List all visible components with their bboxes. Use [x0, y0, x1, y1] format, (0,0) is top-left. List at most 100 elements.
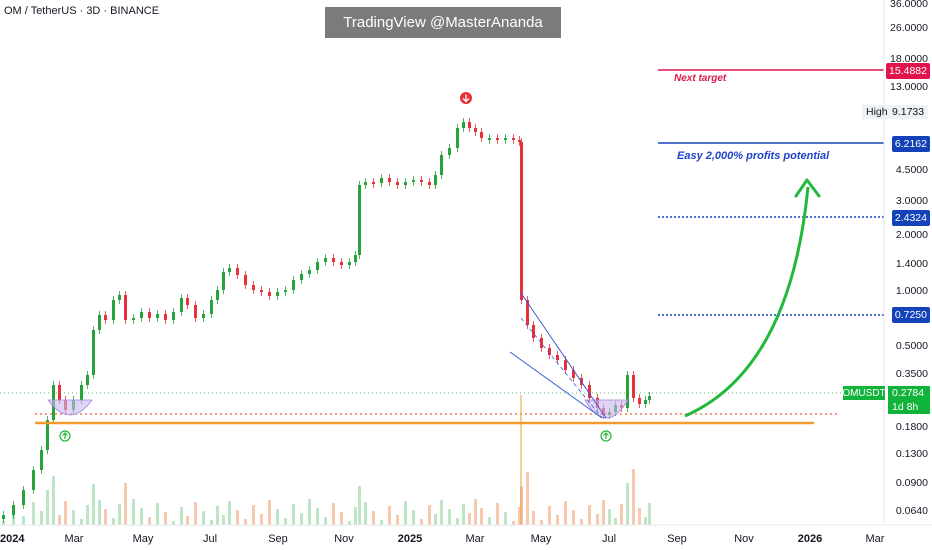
candle-body — [572, 370, 575, 378]
volume-bar — [428, 505, 431, 525]
price-tick: 36.0000 — [890, 0, 928, 10]
projection-arrow[interactable] — [684, 186, 810, 418]
candle-body — [58, 385, 61, 400]
volume-bar — [244, 519, 247, 525]
volume-bar — [124, 483, 127, 525]
volume-bar — [556, 515, 559, 525]
volume-bar — [332, 503, 335, 525]
volume-bar — [348, 521, 351, 525]
volume-bar — [316, 508, 319, 525]
candle-body — [540, 338, 543, 348]
candle-body — [638, 398, 641, 404]
candle-body — [228, 268, 231, 272]
candle-body — [404, 182, 407, 185]
candle-body — [260, 290, 263, 292]
candle-body — [648, 396, 651, 400]
watermark: TradingView @MasterAnanda — [325, 7, 561, 38]
volume-bar — [98, 500, 101, 525]
volume-bar — [112, 518, 115, 525]
volume-bar — [140, 508, 143, 525]
candle-body — [268, 292, 271, 296]
candle-body — [504, 138, 507, 140]
volume-bar — [180, 507, 183, 525]
candle-body — [284, 290, 287, 292]
price-tick: 0.3500 — [895, 368, 928, 380]
candle-body — [236, 268, 239, 275]
price-tick: 0.0900 — [895, 477, 928, 489]
candle-body — [140, 312, 143, 318]
volume-bar — [222, 515, 225, 525]
candle-body — [12, 505, 15, 515]
volume-bar — [644, 517, 647, 525]
candle-body — [172, 312, 175, 320]
candle-body — [456, 128, 459, 148]
volume-bar — [434, 514, 437, 525]
up-arrow-marker-icon[interactable] — [600, 430, 612, 442]
next-target-label: Next target — [674, 73, 727, 84]
volume-bar — [396, 515, 399, 525]
volume-bar — [596, 514, 599, 525]
volume-bar — [638, 508, 641, 525]
down-arrow-marker-icon[interactable] — [460, 92, 472, 104]
wedge-upper-line — [520, 292, 607, 419]
candle-body — [380, 178, 383, 183]
candle-body — [548, 348, 551, 355]
volume-bar — [440, 500, 443, 525]
candle-body — [496, 138, 499, 140]
volume-bar — [236, 510, 239, 525]
candle-body — [448, 148, 451, 155]
volume-bar — [260, 514, 263, 525]
candle-body — [40, 450, 43, 470]
time-label: 2025 — [397, 533, 423, 545]
candle-body — [388, 178, 391, 182]
candle-body — [180, 298, 183, 312]
volume-bar — [172, 521, 175, 525]
volume-bar — [228, 501, 231, 525]
candle-body — [340, 262, 343, 265]
price-axis[interactable]: 36.0000 26.0000 18.0000 13.0000 4.5000 3… — [884, 0, 932, 525]
projection-arrow-head — [794, 178, 821, 198]
volume-bar — [526, 472, 529, 525]
candle-body — [2, 515, 5, 519]
volume-bar — [564, 501, 567, 525]
volume-bar — [548, 506, 551, 525]
current-price-badge[interactable]: 0.2784 1d 8h — [888, 386, 930, 414]
price-tick: 26.0000 — [890, 22, 928, 34]
volume-bar — [276, 509, 279, 525]
volume-bar — [156, 503, 159, 525]
volume-bar — [324, 517, 327, 525]
volume-bar — [404, 501, 407, 525]
candle-body — [46, 420, 49, 450]
volume-bar — [364, 502, 367, 525]
volume-bar — [252, 505, 255, 525]
volume-bar — [588, 505, 591, 525]
target-6-price-badge[interactable]: 6.2162 — [891, 136, 930, 152]
time-label: Sep — [268, 533, 288, 545]
next-target-price-badge[interactable]: 15.4882 — [886, 63, 930, 79]
symbol-title[interactable]: OM / TetherUS · 3D · BINANCE — [4, 5, 160, 17]
target-2-price-badge[interactable]: 2.4324 — [891, 210, 930, 226]
time-label: May — [132, 533, 154, 545]
candle-body — [98, 315, 101, 330]
volume-bar — [608, 509, 611, 525]
candle-body — [292, 280, 295, 290]
time-axis[interactable]: 2024 Mar May Jul Sep Nov 2025 Mar May Ju… — [0, 525, 884, 550]
price-tick: 1.4000 — [895, 258, 928, 270]
volume-bar — [268, 500, 271, 525]
volume-bar — [86, 505, 89, 525]
candle-body — [118, 295, 121, 300]
candle-body — [244, 275, 247, 285]
up-arrow-marker-icon[interactable] — [59, 430, 71, 442]
target-07-price-badge[interactable]: 0.7250 — [891, 307, 930, 323]
price-tick: 0.5000 — [895, 340, 928, 352]
candle-body — [148, 312, 151, 318]
candle-body — [222, 272, 225, 290]
candle-body — [358, 185, 361, 255]
symbol-badge: OMUSDT — [842, 386, 886, 400]
volume-bar — [614, 518, 617, 525]
candle-body — [518, 140, 521, 142]
volume-bar — [540, 520, 543, 525]
volume-bar — [480, 508, 483, 525]
candle-body — [124, 295, 127, 320]
